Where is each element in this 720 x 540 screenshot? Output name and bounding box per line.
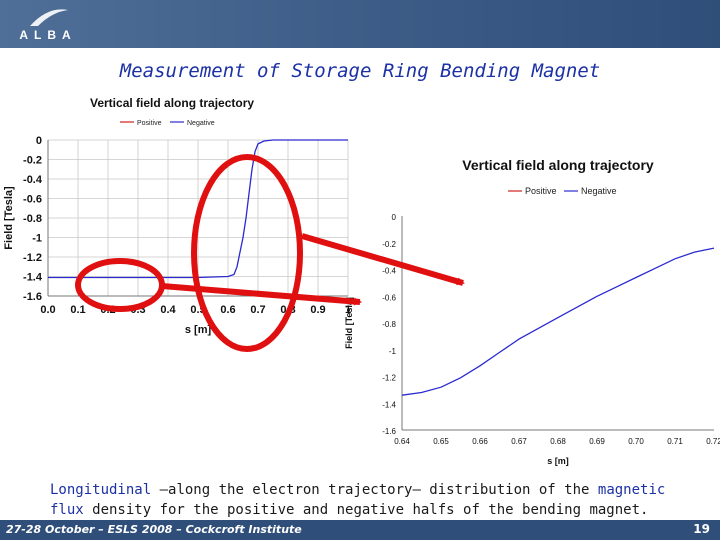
page-number: 19 — [693, 522, 710, 536]
y-tick-label: -1.2 — [382, 374, 396, 383]
y-tick-label: -1.4 — [382, 400, 396, 409]
x-tick-label: 0.3 — [130, 304, 145, 316]
slide-title: Measurement of Storage Ring Bending Magn… — [119, 60, 601, 82]
y-tick-label: -0.2 — [382, 240, 396, 249]
x-tick-label: 0.67 — [511, 437, 527, 446]
chart-zoom-trajectory: Vertical field along trajectory Positive N… — [340, 150, 720, 480]
y-tick-label: -1 — [32, 233, 42, 245]
caption: Longitudinal –along the electron traject… — [44, 480, 696, 520]
x-axis-label: s [m] — [185, 324, 212, 336]
y-tick-label: 0 — [392, 213, 397, 222]
chart-title: Vertical field along trajectory — [90, 96, 254, 110]
x-tick-label: 0.72 — [706, 437, 720, 446]
y-tick-label: -0.6 — [23, 194, 42, 206]
chart-full-trajectory-svg: Vertical field along trajectory Positive N… — [3, 96, 351, 336]
x-tick-label: 0.8 — [280, 304, 295, 316]
x-tick-label: 0.7 — [250, 304, 265, 316]
y-tick-label: -1.6 — [23, 291, 42, 303]
y-tick-label: -0.4 — [382, 267, 396, 276]
logo-text: ALBA — [19, 28, 77, 42]
legend-label-negative: Negative — [187, 120, 215, 127]
caption-text-2: density for the positive and negative ha… — [83, 502, 649, 518]
caption-text-1: –along the electron trajectory– distribu… — [151, 482, 598, 498]
legend-label-positive: Positive — [137, 120, 162, 127]
legend-label-negative: Negative — [581, 186, 617, 196]
y-tick-label: -0.2 — [23, 155, 42, 167]
x-axis-label: s [m] — [547, 456, 569, 466]
x-tick-label: 0.5 — [190, 304, 205, 316]
y-tick-label: -0.6 — [382, 293, 396, 302]
y-tick-label: -1.6 — [382, 427, 396, 436]
x-tick-label: 0.9 — [310, 304, 325, 316]
legend-label-positive: Positive — [525, 186, 557, 196]
x-tick-label: 0.69 — [589, 437, 605, 446]
footer-event-text: 27-28 October – ESLS 2008 – Cockcroft In… — [6, 523, 302, 536]
caption-highlight-magnetic-flux: magnetic flux — [50, 482, 666, 518]
x-tick-label: 0.2 — [100, 304, 115, 316]
y-tick-label: -1.4 — [23, 272, 43, 284]
x-tick-label: 0.1 — [70, 304, 85, 316]
alba-logo-swoosh-icon — [30, 9, 68, 26]
x-tick-label: 1 — [345, 304, 351, 316]
x-tick-label: 0.6 — [220, 304, 235, 316]
y-tick-label: -0.4 — [23, 174, 43, 186]
chart-title: Vertical field along trajectory — [462, 157, 654, 173]
y-tick-label: -1 — [389, 347, 397, 356]
y-axis-label: Field [Tesla] — [3, 186, 15, 250]
x-tick-label: 0.66 — [472, 437, 488, 446]
x-tick-label: 0.68 — [550, 437, 566, 446]
alba-logo: ALBA — [10, 4, 86, 44]
x-tick-label: 0.0 — [40, 304, 55, 316]
header-bar: ALBA — [0, 0, 720, 48]
y-tick-label: -0.8 — [23, 213, 42, 225]
x-tick-label: 0.4 — [160, 304, 176, 316]
x-tick-label: 0.65 — [433, 437, 449, 446]
y-tick-label: -0.8 — [382, 320, 396, 329]
caption-highlight-longitudinal: Longitudinal — [50, 482, 152, 498]
x-tick-label: 0.70 — [628, 437, 644, 446]
y-tick-label: -1.2 — [23, 252, 42, 264]
series-line-negative — [401, 247, 715, 396]
y-axis-label: Field [Tesla] — [344, 297, 354, 349]
y-tick-label: 0 — [36, 135, 42, 147]
x-tick-label: 0.71 — [667, 437, 683, 446]
chart-zoom-trajectory-svg: Vertical field along trajectory Positive N… — [344, 157, 720, 466]
chart-full-trajectory: Vertical field along trajectory Positive N… — [0, 92, 370, 352]
x-tick-label: 0.64 — [394, 437, 410, 446]
footer-bar: 27-28 October – ESLS 2008 – Cockcroft In… — [0, 520, 720, 540]
